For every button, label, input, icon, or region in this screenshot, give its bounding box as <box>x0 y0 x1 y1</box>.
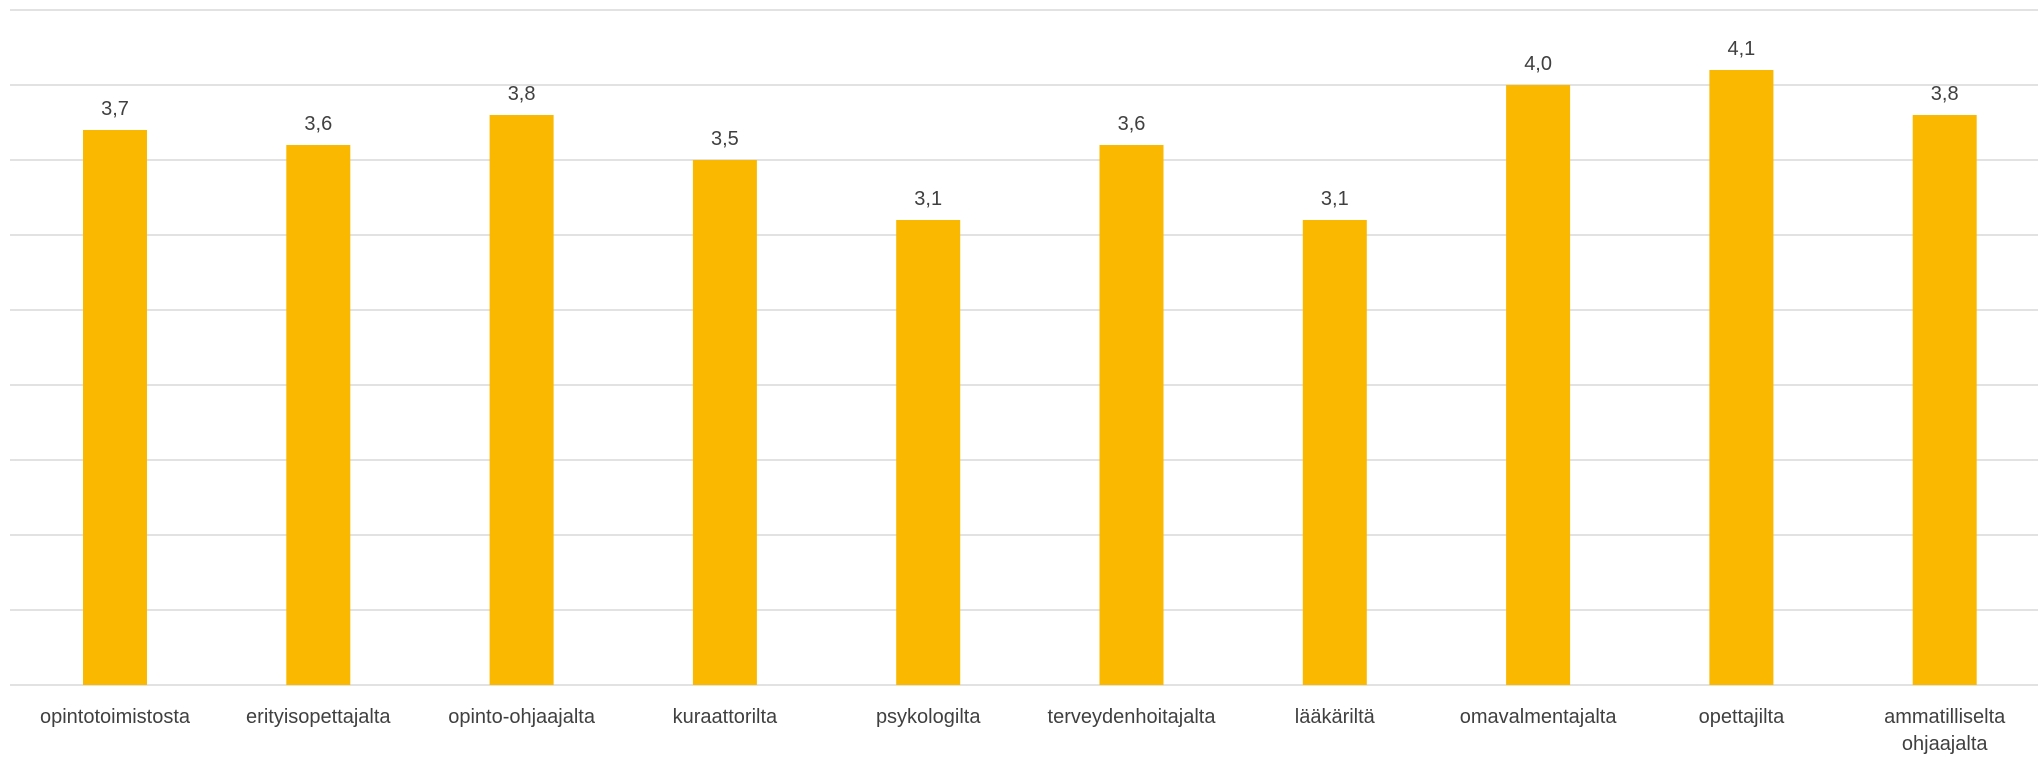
bar-ammatilliselta ohjaajalta <box>1912 115 1977 685</box>
data-label: 4,0 <box>1524 53 1552 75</box>
data-label: 3,1 <box>1321 188 1349 210</box>
bar-kuraattorilta <box>692 160 757 685</box>
bar-lääkäriltä <box>1302 220 1367 685</box>
bar-opettajilta <box>1709 70 1774 685</box>
bar-omavalmentajalta <box>1506 85 1571 685</box>
bars <box>83 70 1977 685</box>
bar-opintotoimistosta <box>83 130 147 685</box>
data-label: 3,7 <box>101 98 129 120</box>
data-label: 3,8 <box>508 83 536 105</box>
x-tick-label: omavalmentajalta <box>1460 706 1618 728</box>
x-tick-label: terveydenhoitajalta <box>1048 706 1217 728</box>
x-tick-label: opettajilta <box>1699 706 1785 728</box>
x-tick-label: opinto-ohjaajalta <box>448 706 596 728</box>
bar-opinto-ohjaajalta <box>489 115 554 685</box>
bar-terveydenhoitajalta <box>1099 145 1164 685</box>
bar-psykologilta <box>896 220 961 685</box>
x-tick-label: opintotoimistosta <box>40 706 191 728</box>
data-label: 3,1 <box>914 188 942 210</box>
x-tick-label: lääkäriltä <box>1295 706 1376 728</box>
data-label: 4,1 <box>1727 38 1755 60</box>
data-label: 3,6 <box>304 113 332 135</box>
x-axis-tick-labels: opintotoimistosta erityisopettajalta opint… <box>40 706 2006 755</box>
data-label: 3,6 <box>1118 113 1146 135</box>
data-label: 3,5 <box>711 128 739 150</box>
x-tick-label: ammatilliselta ohjaajalta <box>1884 706 2006 755</box>
value-labels: 3,7 3,6 3,8 3,5 3,1 3,6 3,1 4,0 4,1 3,8 <box>101 38 1959 210</box>
x-tick-label: psykologilta <box>876 706 981 728</box>
x-tick-label: kuraattorilta <box>673 706 778 728</box>
x-tick-label: erityisopettajalta <box>246 706 391 728</box>
bar-erityisopettajalta <box>286 145 351 685</box>
data-label: 3,8 <box>1931 83 1959 105</box>
